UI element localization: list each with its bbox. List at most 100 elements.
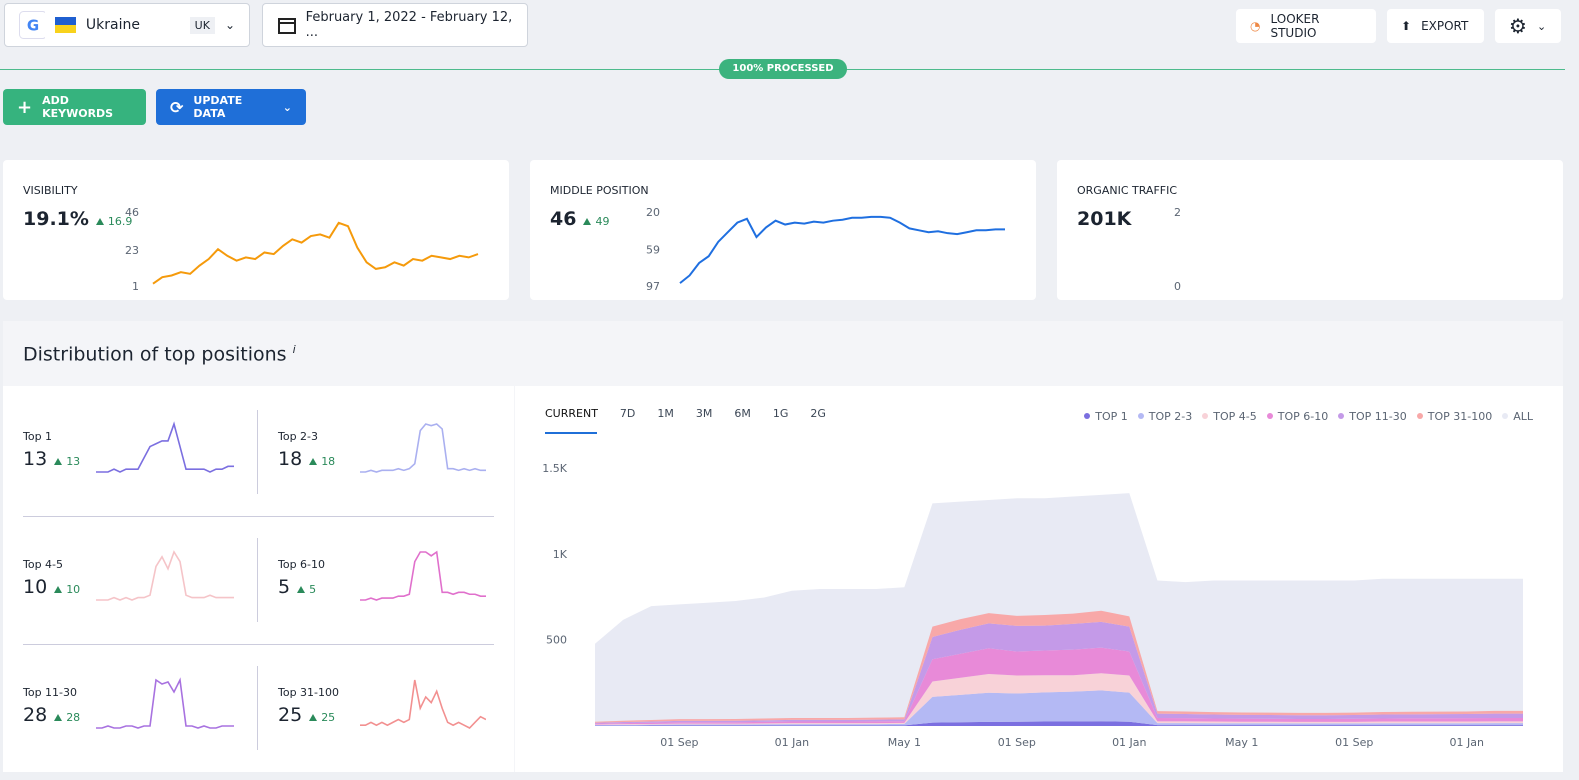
- change: 28: [53, 711, 80, 724]
- change: 18: [308, 455, 335, 468]
- y-tick-label: 500: [546, 633, 567, 646]
- legend-item[interactable]: TOP 11-30: [1338, 409, 1407, 423]
- change-value: 28: [66, 711, 81, 724]
- looker-label: LOOKER STUDIO: [1270, 12, 1320, 40]
- tab[interactable]: 3M: [695, 407, 713, 420]
- legend-label: TOP 31-100: [1427, 409, 1493, 423]
- progress-badge: 100% PROCESSED: [719, 59, 847, 79]
- export-button[interactable]: ⬆ EXPORT: [1387, 9, 1484, 43]
- metric-card: MIDDLE POSITION 46 49 20 59 97: [530, 160, 1036, 300]
- line: [96, 550, 234, 601]
- change-value: 10: [66, 583, 81, 596]
- y-tick-label: 97: [646, 280, 660, 293]
- country-select[interactable]: G Ukraine UK ⌄: [4, 3, 250, 47]
- x-tick-label: May 1: [1225, 736, 1258, 749]
- metric-card: VISIBILITY 19.1% 16.9 46 23 1: [3, 160, 509, 300]
- section-title: Distribution of top positions i: [23, 343, 296, 365]
- up-arrow: [583, 218, 592, 225]
- export-label: EXPORT: [1421, 19, 1469, 33]
- area: [595, 673, 1523, 725]
- line: [96, 421, 234, 473]
- card-title: ORGANIC TRAFFIC: [1077, 184, 1178, 197]
- sparkline: 20: [1174, 206, 1181, 293]
- y-tick-label: 46: [125, 206, 139, 219]
- arrow: [297, 586, 306, 593]
- tab[interactable]: 1M: [657, 407, 674, 420]
- legend-item[interactable]: TOP 6-10: [1266, 410, 1328, 423]
- line: [152, 221, 479, 285]
- arrow: [54, 458, 63, 465]
- date-picker[interactable]: February 1, 2022 - February 12, ...: [262, 3, 528, 47]
- svg-text:G: G: [27, 17, 39, 35]
- looker-button[interactable]: ◔ LOOKER STUDIO: [1236, 9, 1376, 43]
- value: 28: [23, 704, 48, 726]
- value: 19.1%: [23, 208, 89, 230]
- value: 25: [278, 704, 303, 726]
- arrow: [583, 218, 592, 225]
- tile-label: Top 1: [23, 430, 53, 443]
- value: 10: [23, 576, 48, 598]
- change: 16.9: [95, 215, 133, 228]
- tab[interactable]: 7D: [619, 407, 636, 420]
- tab[interactable]: 2G: [810, 407, 826, 420]
- change: 13: [53, 455, 80, 468]
- legend-item[interactable]: ALL: [1502, 410, 1533, 423]
- tab[interactable]: 6M: [734, 407, 751, 420]
- legend-label: TOP 2-3: [1148, 409, 1193, 423]
- tile-label: Top 2-3: [278, 430, 319, 443]
- tile-sparkline: [96, 677, 234, 729]
- tile-sparkline: [360, 550, 486, 601]
- x-tick-label: 01 Jan: [1450, 736, 1484, 749]
- value: 18: [278, 448, 303, 470]
- up-arrow: [297, 586, 306, 593]
- tile-value: 10 10: [23, 576, 80, 598]
- legend-dot: [1502, 413, 1509, 419]
- y-tick-label: 2: [1174, 206, 1181, 219]
- x-tick-label: 01 Sep: [998, 736, 1036, 749]
- distribution-panel: Distribution of top positions i Top 1 13 1…: [3, 321, 1563, 772]
- legend-item[interactable]: TOP 4-5: [1202, 410, 1257, 423]
- change-value: 18: [321, 455, 336, 468]
- settings-button[interactable]: ⚙ ⌄: [1495, 9, 1561, 43]
- line: [96, 677, 234, 729]
- sparkline: 20 59 97: [646, 206, 1005, 293]
- legend-item[interactable]: TOP 31-100: [1416, 409, 1493, 423]
- change-value: 16.9: [107, 215, 133, 228]
- up-arrow: [309, 458, 318, 465]
- legend-item[interactable]: TOP 1: [1084, 410, 1128, 423]
- card-value: 46 49: [550, 208, 609, 230]
- arrow: [95, 218, 104, 225]
- up-arrow: [95, 218, 104, 225]
- section-title-text: Distribution of top positions: [23, 343, 287, 366]
- tile-label: Top 31-100: [278, 686, 340, 699]
- card-value: 201K: [1077, 208, 1131, 230]
- area: [595, 621, 1523, 724]
- arrow: [309, 714, 318, 721]
- legend-label: TOP 11-30: [1349, 409, 1407, 423]
- legend-item[interactable]: TOP 2-3: [1137, 409, 1193, 423]
- y-tick-label: 23: [125, 244, 139, 257]
- change: 5: [296, 583, 316, 596]
- y-tick-label: 20: [646, 206, 660, 219]
- x-tick-label: 01 Jan: [775, 736, 809, 749]
- line: [360, 679, 486, 729]
- info[interactable]: i: [292, 343, 296, 356]
- legend-label: ALL: [1513, 409, 1533, 423]
- country-code: UK: [189, 16, 215, 34]
- x-tick-label: 01 Sep: [1335, 736, 1373, 749]
- google-icon: G: [19, 11, 46, 39]
- update-data[interactable]: ⟳ UPDATE DATA ⌄: [156, 89, 306, 125]
- legend-dot: [1202, 413, 1209, 419]
- sparkline: 46 23 1: [125, 206, 479, 293]
- metric-card: ORGANIC TRAFFIC 201K 2 0: [1057, 160, 1563, 300]
- tiles: Top 1 13 13 Top 2-3 18 18 Top 4-5 10 10 Top 6-10 5…: [3, 386, 514, 772]
- tab[interactable]: 1G: [772, 407, 789, 420]
- tab-underline: [545, 432, 597, 434]
- area: [595, 721, 1523, 726]
- country: Ukraine: [85, 17, 140, 33]
- legend-dot: [1338, 413, 1345, 419]
- y-tick-label: 0: [1174, 280, 1181, 293]
- add-keywords[interactable]: + ADD KEYWORDS: [3, 89, 146, 125]
- tab[interactable]: CURRENT: [545, 407, 598, 420]
